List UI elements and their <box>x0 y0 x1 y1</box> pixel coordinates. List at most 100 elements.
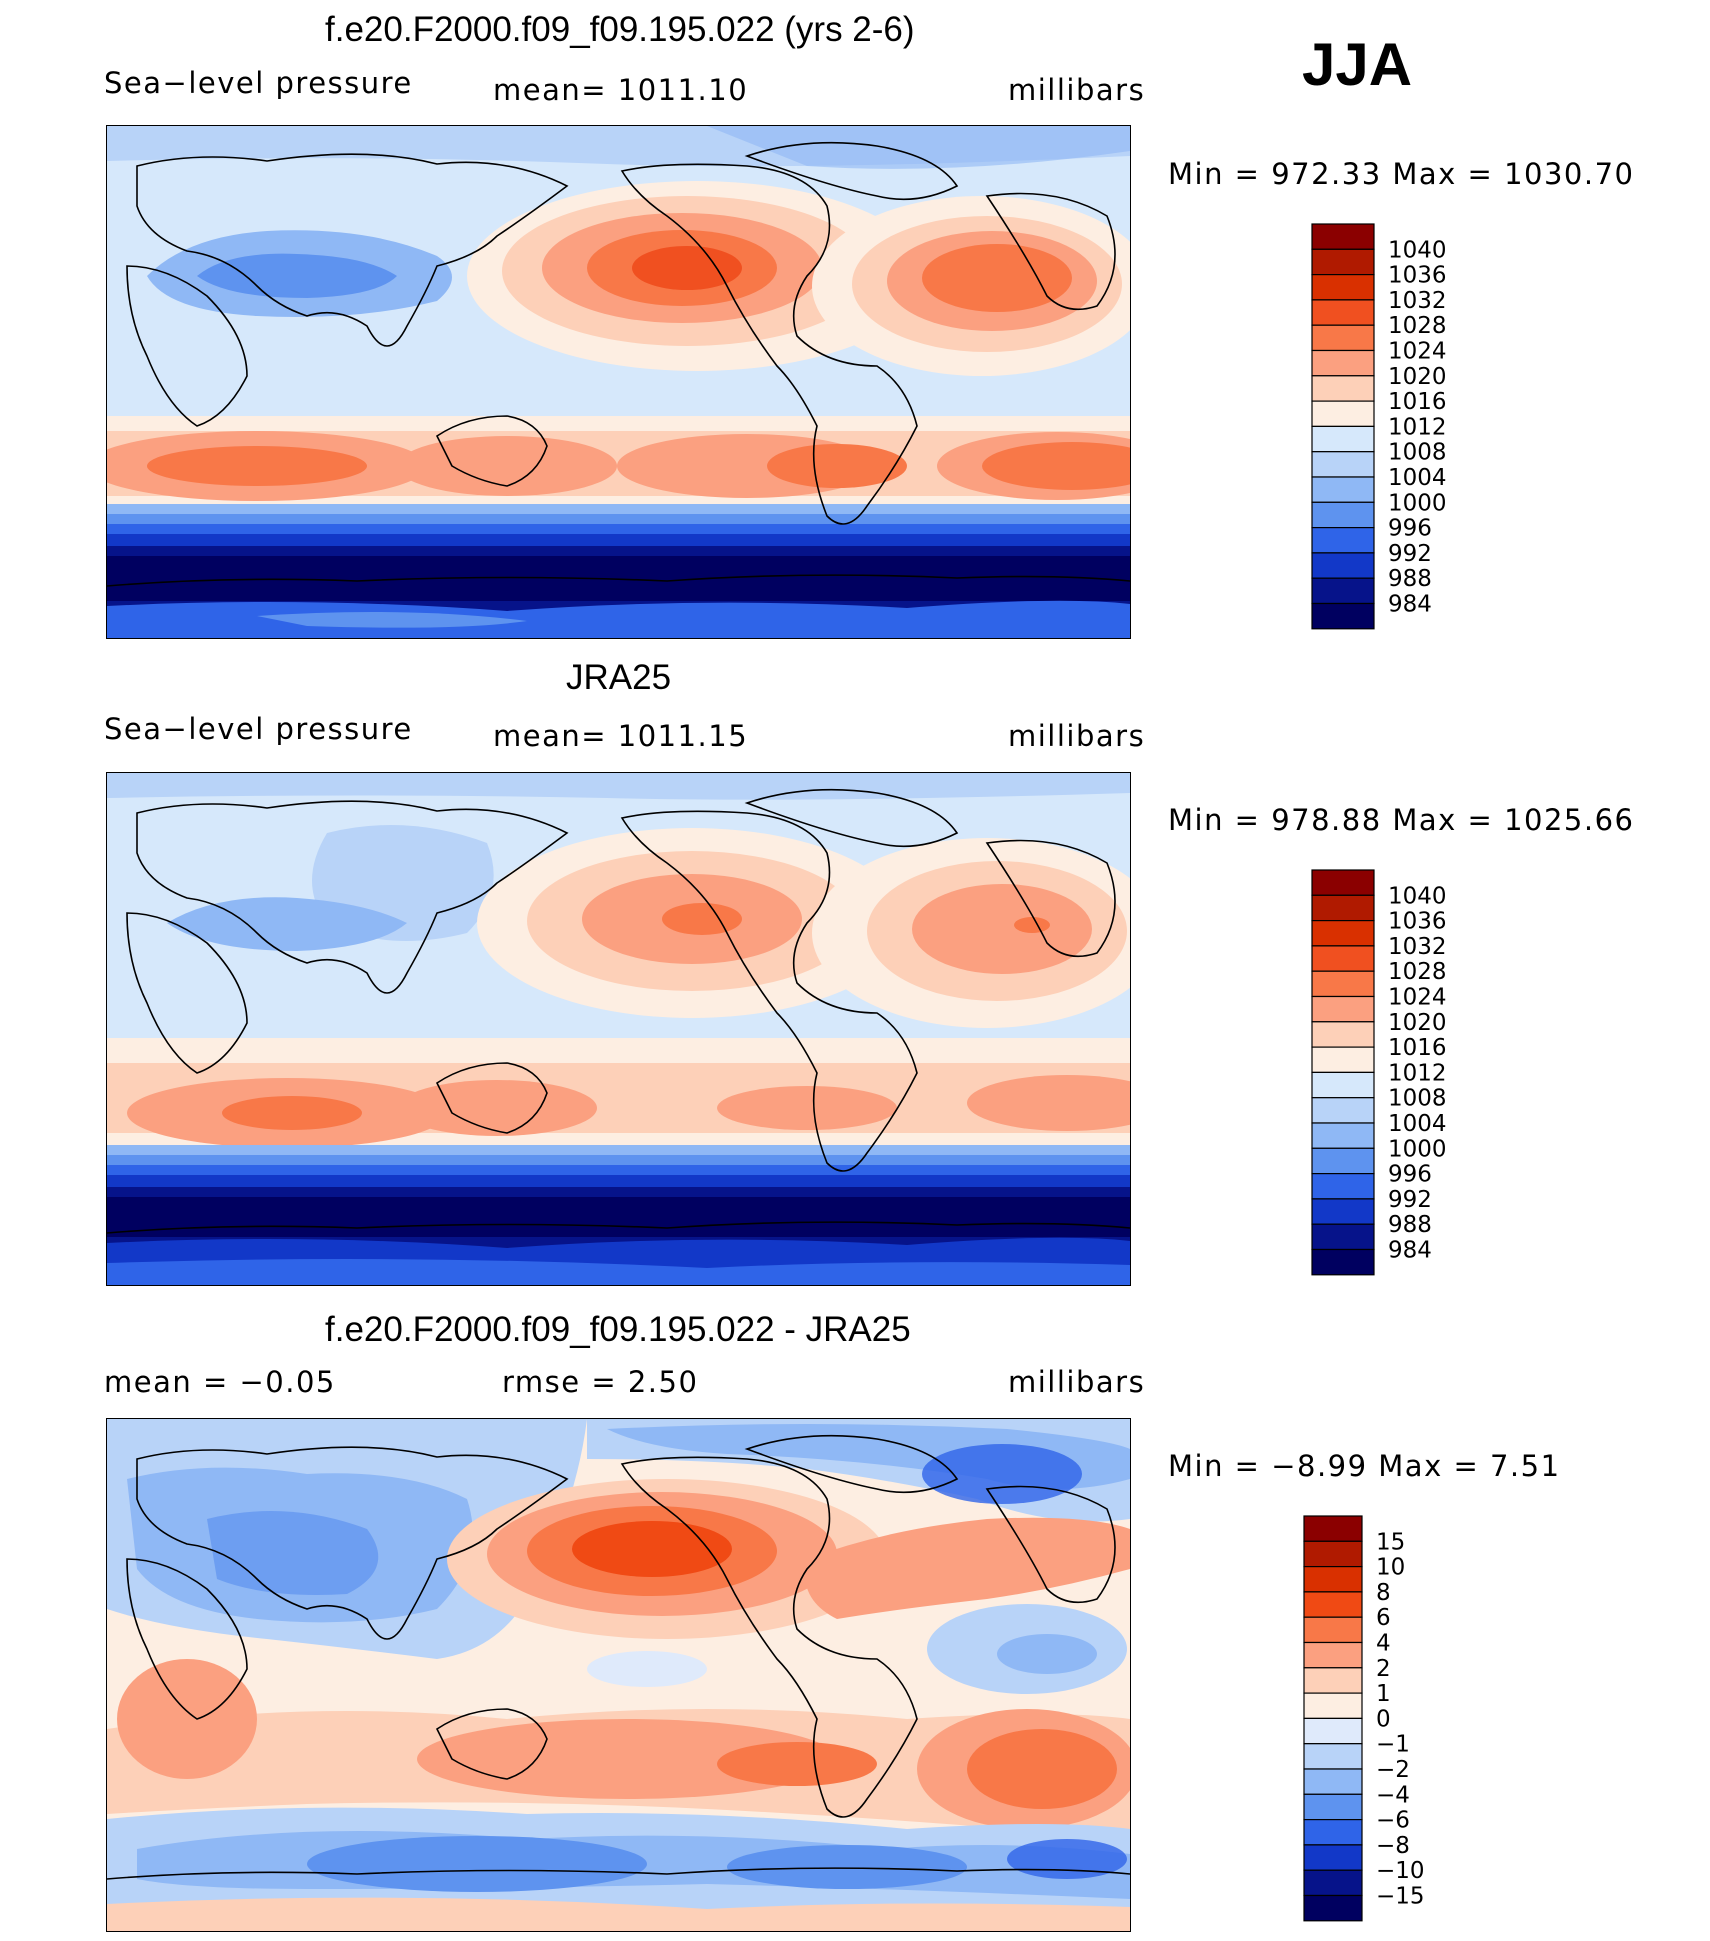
colorbar-swatch <box>1311 1173 1375 1200</box>
colorbar-tick-label: 1020 <box>1388 1010 1447 1036</box>
colorbar-swatch <box>1311 1097 1375 1124</box>
colorbar-swatch <box>1311 995 1375 1023</box>
panel-3-minmax-label: Min = −8.99 Max = 7.51 <box>1168 1449 1561 1483</box>
colorbar-swatch <box>1303 1616 1363 1644</box>
colorbar-swatch <box>1303 1793 1363 1821</box>
colorbar-tick-label: 6 <box>1376 1605 1391 1631</box>
colorbar-swatch <box>1311 324 1375 352</box>
colorbar-swatch <box>1311 273 1375 301</box>
colorbar-swatch <box>1303 1515 1363 1542</box>
colorbar-tick-label: 1012 <box>1388 414 1447 440</box>
colorbar-tick-label: 1040 <box>1388 883 1447 909</box>
colorbar-swatch <box>1311 1071 1375 1099</box>
colorbar-swatch <box>1311 894 1375 922</box>
colorbar-tick-label: 1040 <box>1388 237 1447 263</box>
colorbar-swatch <box>1311 869 1375 896</box>
panel-1-variable-label: Sea−level pressure <box>104 66 413 100</box>
colorbar-swatch <box>1311 501 1375 529</box>
colorbar-tick-label: −6 <box>1376 1808 1410 1834</box>
colorbar-swatch <box>1311 1223 1375 1251</box>
colorbar-swatch <box>1311 299 1375 326</box>
panel-2-variable-label: Sea−level pressure <box>104 712 413 746</box>
panel-1-mean-label: mean= 1011.10 <box>493 73 749 107</box>
colorbar-tick-label: 1032 <box>1388 288 1447 314</box>
colorbar-tick-label: 992 <box>1388 541 1432 567</box>
colorbar-tick-label: 2 <box>1376 1656 1391 1682</box>
colorbar-tick-label: 1036 <box>1388 263 1447 289</box>
panel-1-colorbar: 1040 1036 1032 1028 1024 1020 1016 1012 1008 1004… <box>1310 222 1490 631</box>
colorbar-tick-label: 1036 <box>1388 909 1447 935</box>
colorbar-tick-label: 1032 <box>1388 934 1447 960</box>
panel-3-mean-label: mean = −0.05 <box>104 1365 336 1399</box>
colorbar-swatch <box>1303 1869 1363 1897</box>
colorbar-tick-label: 1000 <box>1388 490 1447 516</box>
colorbar-tick-label: 988 <box>1388 566 1432 592</box>
colorbar-swatch <box>1303 1540 1363 1568</box>
colorbar-swatch <box>1311 425 1375 453</box>
colorbar-swatch <box>1311 451 1375 478</box>
colorbar-tick-label: 1016 <box>1388 389 1447 415</box>
colorbar-swatch <box>1303 1692 1363 1720</box>
colorbar-swatch <box>1311 400 1375 428</box>
panel-3-title: f.e20.F2000.f09_f09.195.022 - JRA25 <box>325 1310 911 1349</box>
colorbar-tick-label: 1000 <box>1388 1136 1447 1162</box>
season-label: JJA <box>1302 31 1413 98</box>
panel-2-mean-label: mean= 1011.15 <box>493 719 749 753</box>
colorbar-tick-label: 984 <box>1388 1238 1432 1264</box>
panel-1-map <box>106 125 1131 639</box>
colorbar-swatch <box>1311 349 1375 377</box>
colorbar-tick-label: 1020 <box>1388 364 1447 390</box>
colorbar-tick-label: −1 <box>1376 1732 1410 1758</box>
colorbar-tick-label: 0 <box>1376 1706 1391 1732</box>
colorbar-swatch <box>1311 223 1375 250</box>
colorbar-swatch <box>1303 1591 1363 1618</box>
colorbar-tick-label: 1024 <box>1388 985 1447 1011</box>
colorbar-tick-label: 1008 <box>1388 1086 1447 1112</box>
colorbar-swatch <box>1311 1021 1375 1048</box>
colorbar-swatch <box>1311 1198 1375 1225</box>
colorbar-swatch <box>1303 1565 1363 1593</box>
colorbar-tick-label: 1028 <box>1388 313 1447 339</box>
colorbar-tick-label: 1016 <box>1388 1035 1447 1061</box>
panel-2-colorbar: 1040 1036 1032 1028 1024 1020 1016 1012 1008 1004… <box>1310 868 1490 1277</box>
colorbar-tick-label: 1008 <box>1388 440 1447 466</box>
colorbar-swatch <box>1311 577 1375 605</box>
colorbar-tick-label: 1 <box>1376 1681 1391 1707</box>
colorbar-tick-label: 1012 <box>1388 1060 1447 1086</box>
panel-1-title: f.e20.F2000.f09_f09.195.022 (yrs 2-6) <box>325 10 915 49</box>
colorbar-tick-label: 996 <box>1388 516 1432 542</box>
colorbar-tick-label: 1004 <box>1388 465 1447 491</box>
colorbar-tick-label: −4 <box>1376 1782 1410 1808</box>
colorbar-swatch <box>1303 1717 1363 1745</box>
colorbar-tick-label: 10 <box>1376 1555 1405 1581</box>
colorbar-swatch <box>1303 1743 1363 1770</box>
colorbar-swatch <box>1311 1046 1375 1074</box>
colorbar-tick-label: 15 <box>1376 1529 1405 1555</box>
colorbar-tick-label: 8 <box>1376 1580 1391 1606</box>
panel-3-colorbar: 15 10 8 6 4 2 1 0 −1 −2 −4 −6 −8 −10 −15 <box>1302 1514 1482 1923</box>
colorbar-swatch <box>1311 476 1375 503</box>
colorbar-tick-label: 1028 <box>1388 959 1447 985</box>
colorbar-swatch <box>1303 1768 1363 1795</box>
panel-2-units-label: millibars <box>1008 719 1146 753</box>
colorbar-swatch <box>1311 1147 1375 1175</box>
colorbar-swatch <box>1311 602 1375 630</box>
colorbar-swatch <box>1311 919 1375 947</box>
colorbar-swatch <box>1311 945 1375 972</box>
panel-2-map <box>106 772 1131 1286</box>
colorbar-tick-label: 992 <box>1388 1187 1432 1213</box>
panel-1-minmax-label: Min = 972.33 Max = 1030.70 <box>1168 157 1635 191</box>
colorbar-swatch <box>1311 527 1375 554</box>
colorbar-tick-label: −2 <box>1376 1757 1410 1783</box>
colorbar-tick-label: 984 <box>1388 592 1432 618</box>
colorbar-tick-label: −10 <box>1376 1858 1425 1884</box>
colorbar-swatch <box>1311 375 1375 402</box>
panel-1-units-label: millibars <box>1008 73 1146 107</box>
panel-3-map <box>106 1418 1131 1932</box>
panel-3-units-label: millibars <box>1008 1365 1146 1399</box>
colorbar-tick-label: 4 <box>1376 1631 1391 1657</box>
colorbar-swatch <box>1311 1248 1375 1276</box>
colorbar-swatch <box>1303 1667 1363 1694</box>
colorbar-tick-label: 988 <box>1388 1212 1432 1238</box>
